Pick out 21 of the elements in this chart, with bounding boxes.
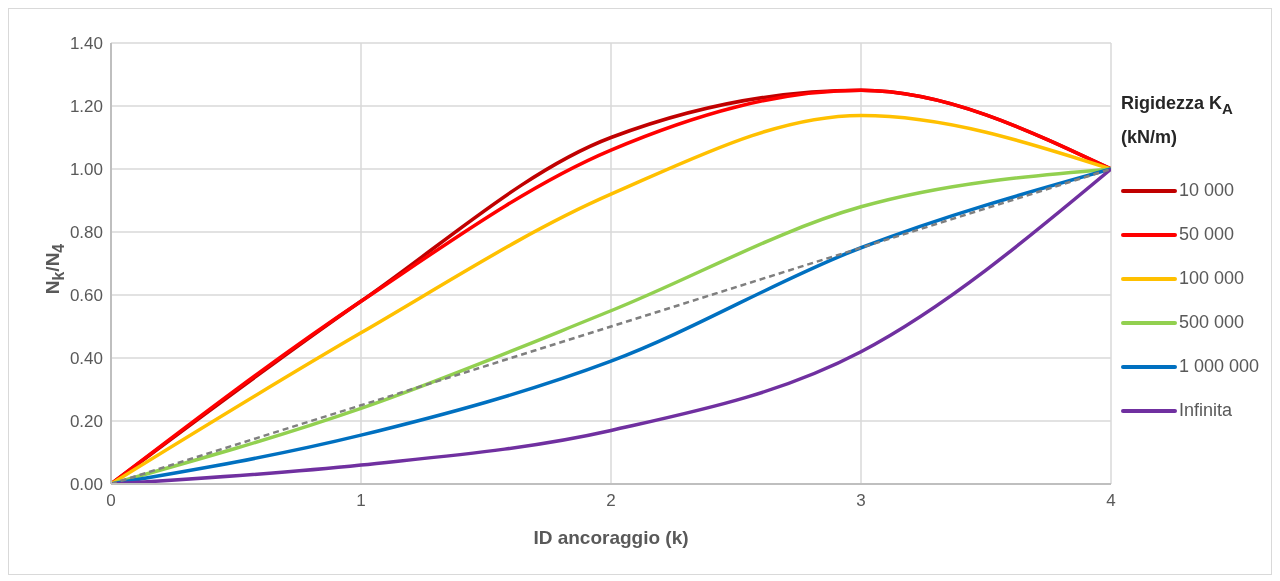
y-tick-label: 0.00 <box>69 475 103 495</box>
x-tick-label: 0 <box>106 491 116 510</box>
y-tick-label: 0.60 <box>69 286 103 306</box>
legend-label: 100 000 <box>1179 268 1245 290</box>
y-tick-label: 0.80 <box>69 223 103 243</box>
x-tick-label: 3 <box>856 491 866 510</box>
x-tick-label: 1 <box>356 491 366 510</box>
legend-label: 10 000 <box>1179 180 1235 202</box>
text: Rigidezza K$_{A}$ (kN/m) <box>1121 93 1233 147</box>
y-tick-label: 0.40 <box>69 349 103 369</box>
x-axis-title: ID ancoraggio (k) <box>533 527 689 548</box>
y-tick-label: 0.20 <box>69 412 103 432</box>
legend-label: Infinita <box>1179 400 1233 422</box>
y-tick-label: 1.20 <box>69 97 103 117</box>
y-tick-label: 1.40 <box>69 34 103 54</box>
legend-label: 500 000 <box>1179 312 1245 334</box>
y-tick-label: 1.00 <box>69 160 103 180</box>
x-tick-label: 2 <box>606 491 616 510</box>
legend-label: 50 000 <box>1179 224 1235 246</box>
legend-label: 1 000 000 <box>1179 356 1260 378</box>
x-tick-label: 4 <box>1106 491 1116 510</box>
